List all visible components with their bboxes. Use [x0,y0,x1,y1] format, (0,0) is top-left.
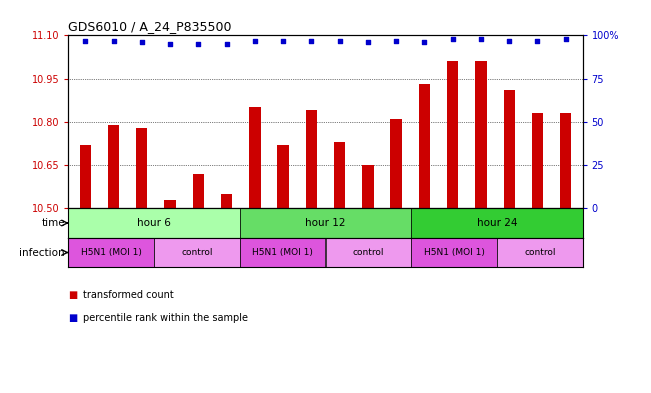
Bar [391,119,402,208]
Bar [475,61,486,208]
Text: percentile rank within the sample: percentile rank within the sample [83,313,247,323]
Text: control: control [353,248,384,257]
Text: ■: ■ [68,290,77,300]
Text: control: control [181,248,213,257]
Point [193,41,204,47]
Point [561,36,571,42]
Bar [193,174,204,208]
Bar [362,165,374,208]
Bar [68,208,240,238]
Point [335,37,345,44]
Text: control: control [524,248,555,257]
Point [504,37,514,44]
Point [249,37,260,44]
Point [278,37,288,44]
Bar [79,145,91,208]
Bar [560,113,572,208]
Bar [326,238,411,267]
Point [391,37,402,44]
Text: H5N1 (MOI 1): H5N1 (MOI 1) [252,248,313,257]
Text: hour 12: hour 12 [305,218,346,228]
Point [108,37,118,44]
Text: ■: ■ [68,313,77,323]
Bar [108,125,119,208]
Point [419,39,430,46]
Bar [503,90,515,208]
Point [447,36,458,42]
Text: GDS6010 / A_24_P835500: GDS6010 / A_24_P835500 [68,20,232,33]
Bar [136,128,148,208]
Bar [419,84,430,208]
Text: hour 6: hour 6 [137,218,171,228]
Text: hour 24: hour 24 [477,218,517,228]
Bar [165,200,176,208]
Bar [154,238,240,267]
Point [363,39,373,46]
Bar [532,113,543,208]
Bar [277,145,289,208]
Text: infection: infection [20,248,65,257]
Point [306,37,316,44]
Bar [334,142,345,208]
Point [165,41,175,47]
Bar [447,61,458,208]
Bar [68,238,154,267]
Bar [221,194,232,208]
Text: time: time [42,218,65,228]
Point [476,36,486,42]
Point [80,37,90,44]
Point [137,39,147,46]
Bar [497,238,583,267]
Text: transformed count: transformed count [83,290,173,300]
Point [533,37,543,44]
Bar [249,107,260,208]
Bar [306,110,317,208]
Text: H5N1 (MOI 1): H5N1 (MOI 1) [81,248,142,257]
Bar [411,208,583,238]
Point [221,41,232,47]
Bar [411,238,497,267]
Bar [240,238,326,267]
Text: H5N1 (MOI 1): H5N1 (MOI 1) [424,248,484,257]
Bar [240,208,411,238]
